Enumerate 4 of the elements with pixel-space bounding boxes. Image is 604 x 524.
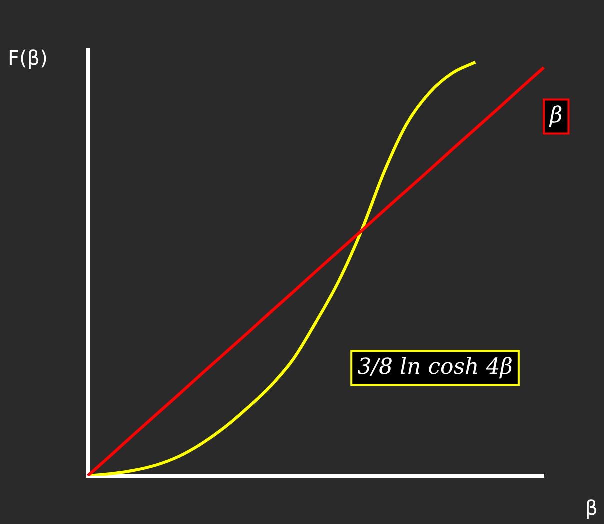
text: 3/8 ln cosh 4β [358,354,513,380]
y-axis-title: F(β) [8,46,48,70]
series-label: β [549,104,563,129]
x-axis-title: β [585,496,598,520]
